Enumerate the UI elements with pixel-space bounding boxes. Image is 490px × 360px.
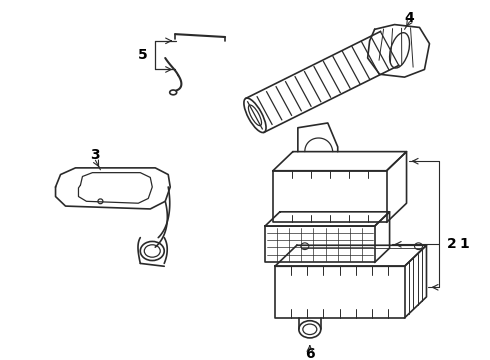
Text: 1: 1: [460, 237, 469, 251]
Text: 3: 3: [91, 148, 100, 162]
Text: 2: 2: [446, 237, 456, 251]
Text: 6: 6: [305, 347, 315, 360]
Text: 4: 4: [405, 11, 415, 25]
Text: 5: 5: [137, 48, 147, 62]
